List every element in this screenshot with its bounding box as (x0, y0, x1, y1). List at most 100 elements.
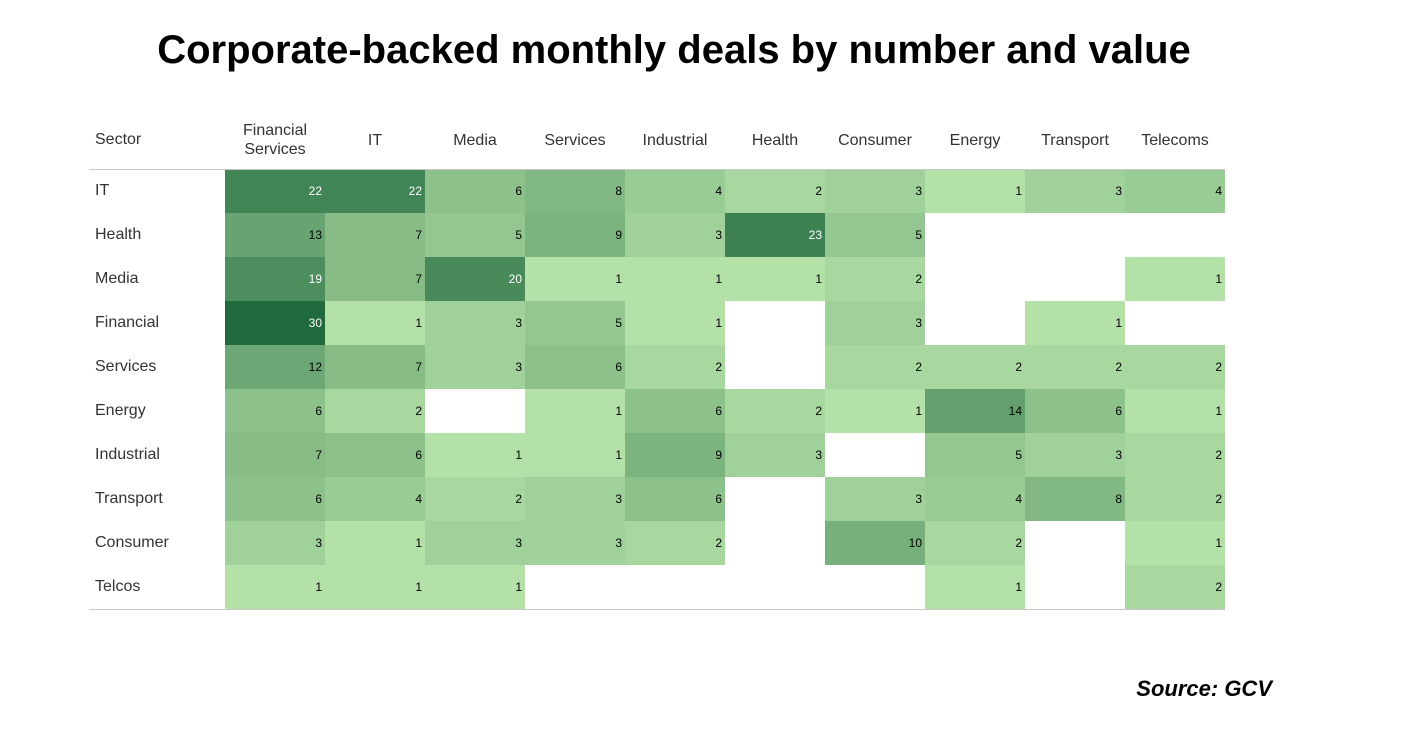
heatmap-cell: 1 (1125, 389, 1225, 433)
heatmap-cell: 2 (725, 169, 825, 213)
heatmap-cell: 7 (325, 213, 425, 257)
heatmap-cell: 3 (525, 521, 625, 565)
row-label: Transport (95, 477, 163, 521)
heatmap-cell: 1 (325, 565, 425, 609)
heatmap-cell: 13 (225, 213, 325, 257)
heatmap-cell: 1 (925, 565, 1025, 609)
heatmap-cell: 1 (1125, 521, 1225, 565)
heatmap-cell: 19 (225, 257, 325, 301)
row-label: Consumer (95, 521, 169, 565)
heatmap-cell: 3 (225, 521, 325, 565)
row-label: Media (95, 257, 139, 301)
heatmap-cell: 4 (1125, 169, 1225, 213)
heatmap-cell: 6 (425, 169, 525, 213)
heatmap-cell: 3 (1025, 169, 1125, 213)
heatmap-cell: 1 (625, 301, 725, 345)
heatmap-cell: 2 (1125, 565, 1225, 609)
heatmap-cell: 6 (625, 477, 725, 521)
heatmap-cell: 1 (425, 433, 525, 477)
heatmap-cell: 8 (525, 169, 625, 213)
heatmap-cell: 1 (425, 565, 525, 609)
heatmap-cell: 2 (325, 389, 425, 433)
heatmap-cell: 5 (425, 213, 525, 257)
heatmap-cell: 3 (825, 169, 925, 213)
heatmap-cell: 6 (1025, 389, 1125, 433)
heatmap-cell: 3 (425, 521, 525, 565)
row-label: Financial (95, 301, 159, 345)
column-header: Energy (925, 110, 1025, 170)
heatmap-cell: 6 (325, 433, 425, 477)
heatmap-cell: 2 (625, 345, 725, 389)
heatmap-cell: 3 (625, 213, 725, 257)
heatmap-cell: 14 (925, 389, 1025, 433)
heatmap-cell: 6 (225, 477, 325, 521)
heatmap-cell: 2 (925, 345, 1025, 389)
heatmap-cell: 2 (1125, 345, 1225, 389)
row-label: Telcos (95, 565, 140, 609)
heatmap-cell: 3 (525, 477, 625, 521)
column-header: Transport (1025, 110, 1125, 170)
heatmap-cell: 3 (1025, 433, 1125, 477)
source-note: Source: GCV (1136, 676, 1272, 702)
column-header: Telecoms (1125, 110, 1225, 170)
heatmap-cell: 3 (825, 301, 925, 345)
heatmap-cell: 20 (425, 257, 525, 301)
heatmap-cell: 2 (1125, 433, 1225, 477)
heatmap-cell: 10 (825, 521, 925, 565)
chart-title: Corporate-backed monthly deals by number… (0, 28, 1348, 73)
row-label: Services (95, 345, 156, 389)
heatmap-cell: 12 (225, 345, 325, 389)
heatmap-cell: 1 (1025, 301, 1125, 345)
header-divider (89, 169, 1225, 170)
bottom-divider (89, 609, 1225, 610)
heatmap-cell: 7 (225, 433, 325, 477)
column-header: Industrial (625, 110, 725, 170)
heatmap-cell: 4 (325, 477, 425, 521)
heatmap-cell: 1 (725, 257, 825, 301)
heatmap-cell: 3 (425, 301, 525, 345)
heatmap-cell: 5 (825, 213, 925, 257)
heatmap-cell: 1 (325, 301, 425, 345)
heatmap-cell: 1 (925, 169, 1025, 213)
heatmap-cell: 6 (225, 389, 325, 433)
heatmap-cell: 2 (725, 389, 825, 433)
column-header: IT (325, 110, 425, 170)
heatmap-cell: 2 (925, 521, 1025, 565)
heatmap-cell: 1 (525, 389, 625, 433)
heatmap-cell: 6 (525, 345, 625, 389)
heatmap-cell: 2 (1025, 345, 1125, 389)
heatmap-cell: 8 (1025, 477, 1125, 521)
heatmap-cell: 7 (325, 257, 425, 301)
heatmap-cell: 7 (325, 345, 425, 389)
row-header-label: Sector (95, 110, 141, 170)
heatmap-cell: 1 (625, 257, 725, 301)
heatmap-cell: 1 (825, 389, 925, 433)
column-header: Media (425, 110, 525, 170)
heatmap-cell: 4 (625, 169, 725, 213)
heatmap-cell: 5 (525, 301, 625, 345)
heatmap-cell: 5 (925, 433, 1025, 477)
column-header: Services (525, 110, 625, 170)
heatmap-cell: 22 (225, 169, 325, 213)
heatmap-cell: 22 (325, 169, 425, 213)
heatmap-cell: 2 (625, 521, 725, 565)
heatmap-cell: 9 (625, 433, 725, 477)
column-header: Health (725, 110, 825, 170)
row-label: Health (95, 213, 141, 257)
heatmap-cell: 9 (525, 213, 625, 257)
row-label: Energy (95, 389, 146, 433)
heatmap-cell: 2 (1125, 477, 1225, 521)
heatmap-cell: 4 (925, 477, 1025, 521)
heatmap-cell: 30 (225, 301, 325, 345)
heatmap-cell: 1 (1125, 257, 1225, 301)
heatmap-cell: 2 (425, 477, 525, 521)
row-label: Industrial (95, 433, 160, 477)
heatmap-cell: 1 (225, 565, 325, 609)
column-header: Financial Services (225, 110, 325, 170)
column-header: Consumer (825, 110, 925, 170)
heatmap-cell: 6 (625, 389, 725, 433)
row-label: IT (95, 169, 109, 213)
heatmap-cell: 2 (825, 345, 925, 389)
heatmap-cell: 1 (525, 433, 625, 477)
heatmap-cell: 23 (725, 213, 825, 257)
